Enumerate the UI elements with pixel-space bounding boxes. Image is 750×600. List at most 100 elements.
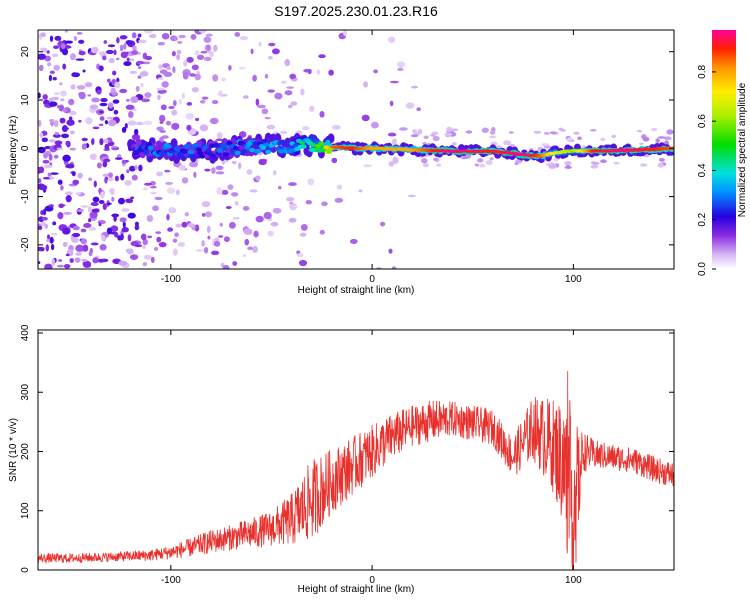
spectrogram-cell bbox=[318, 141, 325, 146]
spectrogram-cell bbox=[80, 238, 87, 245]
spectrogram-cell bbox=[93, 180, 97, 188]
spectrogram-cell bbox=[114, 157, 123, 160]
spectrogram-cell bbox=[252, 141, 259, 146]
spectrogram-cell bbox=[119, 44, 124, 52]
spectrogram-cell bbox=[300, 88, 305, 96]
spectrogram-cell bbox=[130, 96, 139, 104]
spectrogram-cell bbox=[143, 120, 153, 126]
spectrogram-cell bbox=[50, 243, 55, 251]
spectrogram-cell bbox=[318, 54, 326, 59]
spectrogram-cell bbox=[134, 165, 138, 171]
spectrogram-cell bbox=[45, 244, 49, 252]
spectrogram-cell bbox=[76, 209, 85, 213]
spectrogram-cell bbox=[41, 216, 48, 221]
colorbar-tick-label: 0.2 bbox=[697, 212, 708, 226]
spectrogram-cell bbox=[206, 225, 211, 234]
colorbar-ticks: 0.0 0.2 0.4 0.6 0.8 bbox=[697, 64, 716, 276]
spectrogram-cell bbox=[388, 161, 395, 167]
spectrogram-cell bbox=[156, 171, 164, 177]
snr-y-tick-label: 400 bbox=[20, 324, 31, 341]
spectrogram-cell bbox=[181, 149, 188, 154]
spectrogram-cell bbox=[186, 124, 192, 131]
spectrogram-cell bbox=[98, 65, 104, 72]
spectrogram-cell bbox=[319, 229, 325, 235]
spectrogram-cell bbox=[307, 178, 315, 186]
spectrogram-cell bbox=[489, 157, 494, 161]
spectrogram-cell bbox=[163, 71, 173, 77]
spectrogram-cell bbox=[53, 45, 59, 50]
spectrogram-cell bbox=[58, 82, 63, 86]
spectrogram-cell bbox=[129, 58, 135, 62]
spectrogram-cell bbox=[38, 119, 42, 127]
spectrogram-cell bbox=[214, 237, 220, 243]
spectrogram-cell bbox=[215, 165, 224, 171]
spectrogram-cell bbox=[61, 133, 69, 139]
spectrogram-cell bbox=[573, 131, 580, 135]
spectrogram-cell bbox=[231, 192, 239, 197]
spectrogram-cell bbox=[281, 80, 287, 84]
spectrogram-cell bbox=[83, 222, 92, 229]
spectrogram-cell bbox=[146, 214, 154, 223]
spectrogram-cell bbox=[99, 138, 104, 146]
spectrogram-cell bbox=[196, 147, 202, 152]
colorbar-tick-label: 0.0 bbox=[697, 262, 708, 276]
spectrogram-cell bbox=[118, 260, 128, 266]
spectrogram-cell bbox=[388, 36, 396, 43]
spectrogram-cell bbox=[343, 30, 347, 37]
spectrogram-cell bbox=[121, 208, 130, 212]
spectrogram-cell bbox=[396, 61, 406, 68]
snr-x-tick-label: 0 bbox=[369, 575, 375, 586]
spectrogram-cell bbox=[430, 134, 436, 137]
spectrogram-cell bbox=[123, 43, 127, 50]
spectrogram-cell bbox=[664, 140, 670, 145]
spectrogram-cell bbox=[127, 234, 132, 242]
spectrogram-cell bbox=[52, 77, 57, 81]
spectrogram-cell bbox=[129, 70, 138, 74]
spectrogram-cell bbox=[87, 206, 92, 213]
spectrogram-cell bbox=[252, 245, 258, 253]
spectrogram-cell bbox=[446, 126, 453, 132]
spectrogram-cell bbox=[321, 201, 328, 207]
spectrogram-cell bbox=[119, 88, 128, 94]
spectrogram-cell bbox=[284, 58, 291, 67]
spectrogram-cell bbox=[514, 159, 523, 164]
spectrogram-cell bbox=[289, 201, 294, 205]
spectrogram-cell bbox=[232, 261, 238, 266]
spectrogram-cell bbox=[399, 127, 408, 131]
spectrogram-cell bbox=[60, 90, 67, 97]
spectrogram-cell bbox=[199, 154, 206, 159]
spectrogram-cell bbox=[543, 131, 550, 136]
spectrogram-cell bbox=[142, 245, 146, 249]
spectrogram-cell bbox=[123, 61, 132, 67]
spectrogram-cell bbox=[42, 176, 50, 180]
spectrogram-cell bbox=[201, 201, 211, 208]
spectrogram-cell bbox=[156, 126, 164, 131]
spectrogram-cell bbox=[373, 69, 378, 74]
spectrogram-cell bbox=[290, 101, 298, 106]
spectrogram-cell bbox=[111, 92, 118, 96]
spectrogram-cell bbox=[195, 249, 204, 252]
spectrogram-cell bbox=[124, 179, 132, 186]
spectrogram-cell bbox=[48, 139, 56, 143]
spectrogram-cell bbox=[43, 164, 53, 169]
spectrogram-cell bbox=[292, 143, 299, 148]
spectrogram-cell bbox=[201, 212, 206, 217]
spectrogram-cell bbox=[249, 147, 256, 153]
spectrogram-cell bbox=[184, 212, 189, 217]
spectrogram-cell bbox=[138, 66, 142, 69]
spectrogram-cell bbox=[219, 222, 223, 227]
spectrogram-cell bbox=[80, 205, 89, 208]
spectrogram-cell bbox=[104, 176, 108, 184]
spectrogram-cell bbox=[115, 57, 120, 61]
spectrogram-cell bbox=[100, 97, 108, 103]
spectrogram-cell bbox=[221, 77, 226, 82]
spectrogram-cell bbox=[216, 187, 223, 195]
spectrogram-cell bbox=[142, 261, 148, 267]
spectrogram-cell bbox=[194, 73, 201, 81]
spectrogram-cell bbox=[72, 225, 80, 231]
spectrogram-cell bbox=[173, 36, 178, 41]
spectrogram-cell bbox=[174, 232, 180, 238]
spectrogram-cell bbox=[422, 141, 427, 145]
spectrogram-cell bbox=[657, 136, 666, 139]
snr-y-axis-title: SNR (10 * v/v) bbox=[8, 418, 19, 482]
